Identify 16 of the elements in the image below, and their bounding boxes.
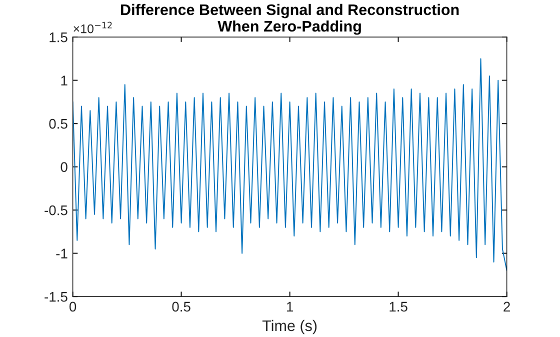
chart-title: Difference Between Signal and Reconstruction When Zero-Padding (121, 4, 459, 35)
y-tick-label: -0.5 (44, 205, 68, 216)
x-tick-label: 0.5 (172, 302, 190, 312)
y-tick-label: 1 (61, 76, 68, 86)
y-tick-label: -1 (56, 248, 68, 258)
line-series (72, 58, 507, 272)
x-tick-label: 1 (286, 302, 293, 312)
x-tick-label: 1.5 (390, 302, 408, 312)
y-tick-label: -1.5 (44, 292, 68, 302)
y-tick-label: 0.5 (49, 118, 68, 129)
x-tick-label: 2 (504, 302, 510, 312)
y-tick-label: 1.5 (50, 32, 68, 42)
text: ×10$^{−12}$ (74, 22, 112, 34)
x-axis-title: Time (s) (262, 320, 317, 334)
y-tick-label: 0 (60, 162, 68, 172)
x-tick-label: 0 (69, 302, 76, 312)
